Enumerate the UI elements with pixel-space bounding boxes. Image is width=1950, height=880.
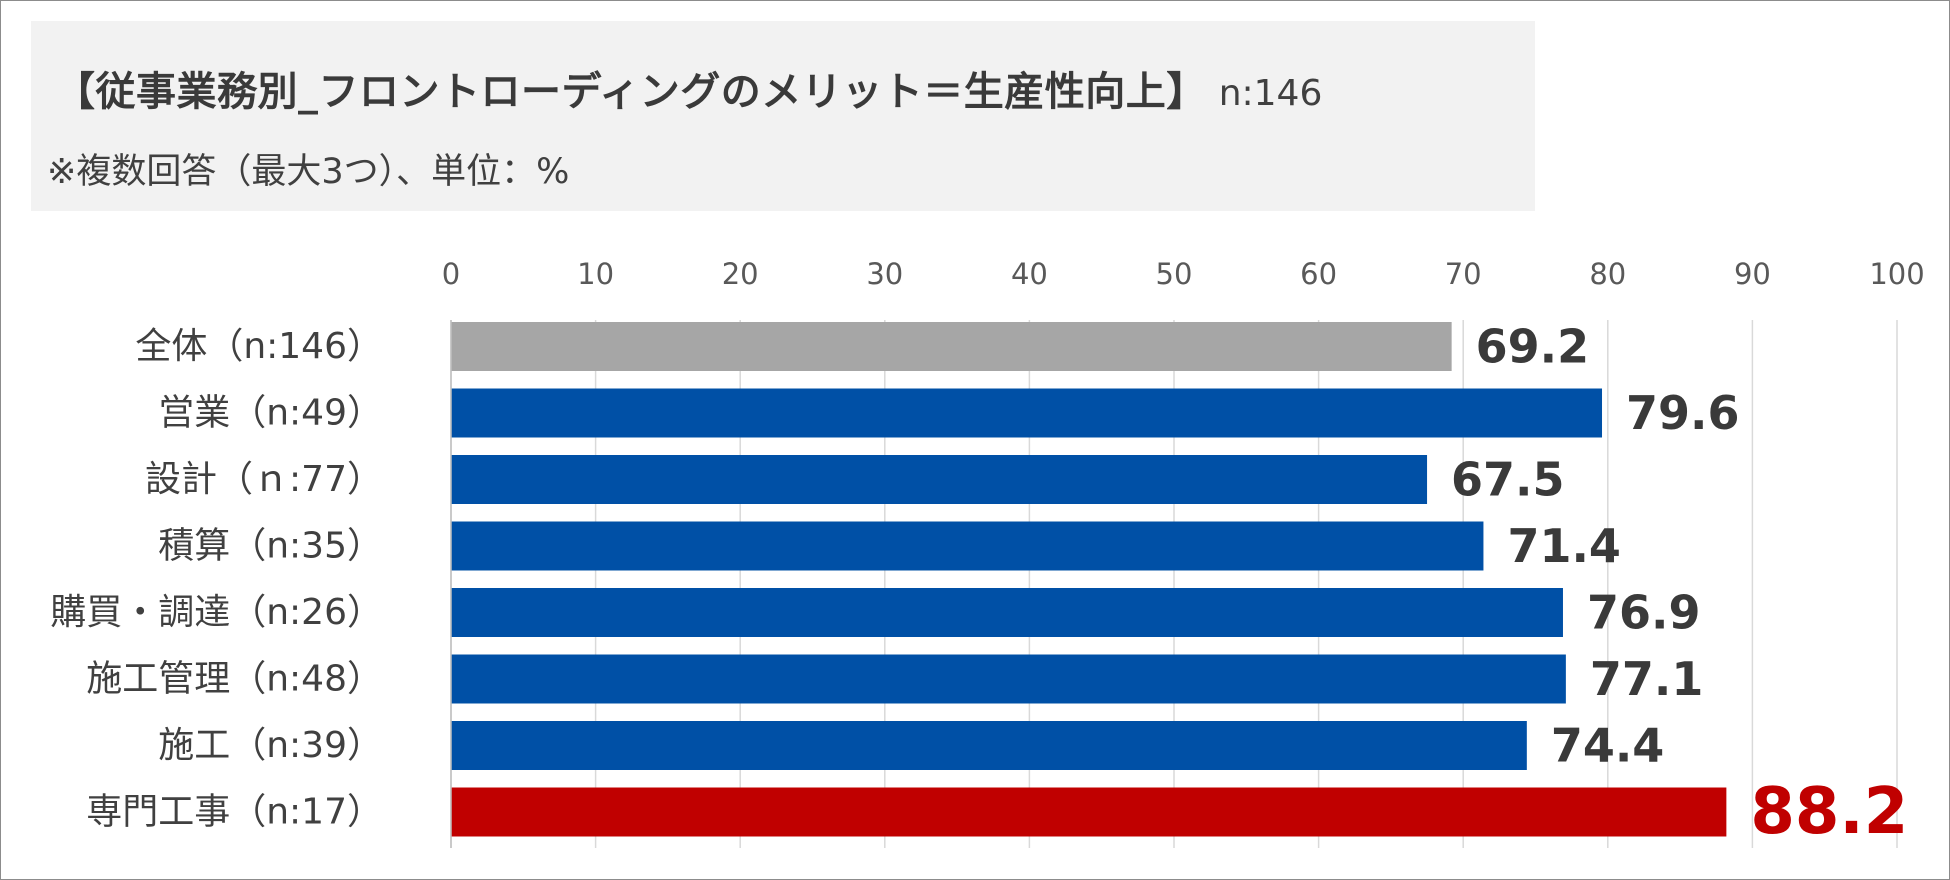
value-label-6: 74.4	[1551, 719, 1665, 773]
x-tick-label-6: 60	[1300, 257, 1337, 291]
chart-note: ※複数回答（最大3つ）、単位：%	[47, 152, 570, 192]
category-label-4: 購買・調達（n:26）	[50, 592, 383, 633]
bar-0	[451, 322, 1452, 371]
bar-1	[451, 388, 1603, 438]
category-label-3: 積算（n:35）	[158, 526, 383, 567]
x-tick-label-7: 70	[1445, 257, 1482, 291]
x-tick-label-1: 10	[577, 257, 614, 291]
x-tick-label-10: 100	[1869, 257, 1924, 291]
title-row: 【従事業務別_フロントローディングのメリット＝生産性向上】 n:146	[55, 59, 1322, 117]
bar-5	[451, 654, 1566, 704]
value-label-4: 76.9	[1587, 586, 1701, 640]
category-label-7: 専門工事（n:17）	[86, 792, 383, 833]
x-tick-label-3: 30	[866, 257, 903, 291]
category-label-6: 施工（n:39）	[158, 725, 383, 766]
x-tick-label-2: 20	[722, 257, 759, 291]
chart-header: 【従事業務別_フロントローディングのメリット＝生産性向上】 n:146 ※複数回答…	[31, 21, 1535, 211]
x-tick-label-5: 50	[1156, 257, 1193, 291]
x-tick-label-9: 90	[1734, 257, 1771, 291]
x-tick-label-8: 80	[1589, 257, 1626, 291]
chart-title: 【従事業務別_フロントローディングのメリット＝生産性向上】	[55, 69, 1207, 115]
x-tick-label-0: 0	[442, 257, 460, 291]
value-label-2: 67.5	[1451, 453, 1565, 507]
category-label-2: 設計（ｎ:77）	[145, 459, 383, 500]
x-tick-label-4: 40	[1011, 257, 1048, 291]
value-label-1: 79.6	[1626, 386, 1740, 440]
bar-6	[451, 721, 1527, 770]
category-label-0: 全体（n:146）	[135, 326, 383, 367]
value-label-7: 88.2	[1750, 775, 1908, 849]
bar-7	[451, 787, 1727, 837]
value-label-0: 69.2	[1476, 320, 1590, 374]
bar-4	[451, 588, 1563, 637]
bar-3	[451, 521, 1484, 571]
category-label-5: 施工管理（n:48）	[86, 659, 383, 700]
category-label-1: 営業（n:49）	[158, 393, 383, 434]
value-label-3: 71.4	[1507, 519, 1621, 573]
value-label-5: 77.1	[1590, 652, 1704, 706]
bar-2	[451, 455, 1428, 504]
sample-size: n:146	[1218, 73, 1323, 114]
